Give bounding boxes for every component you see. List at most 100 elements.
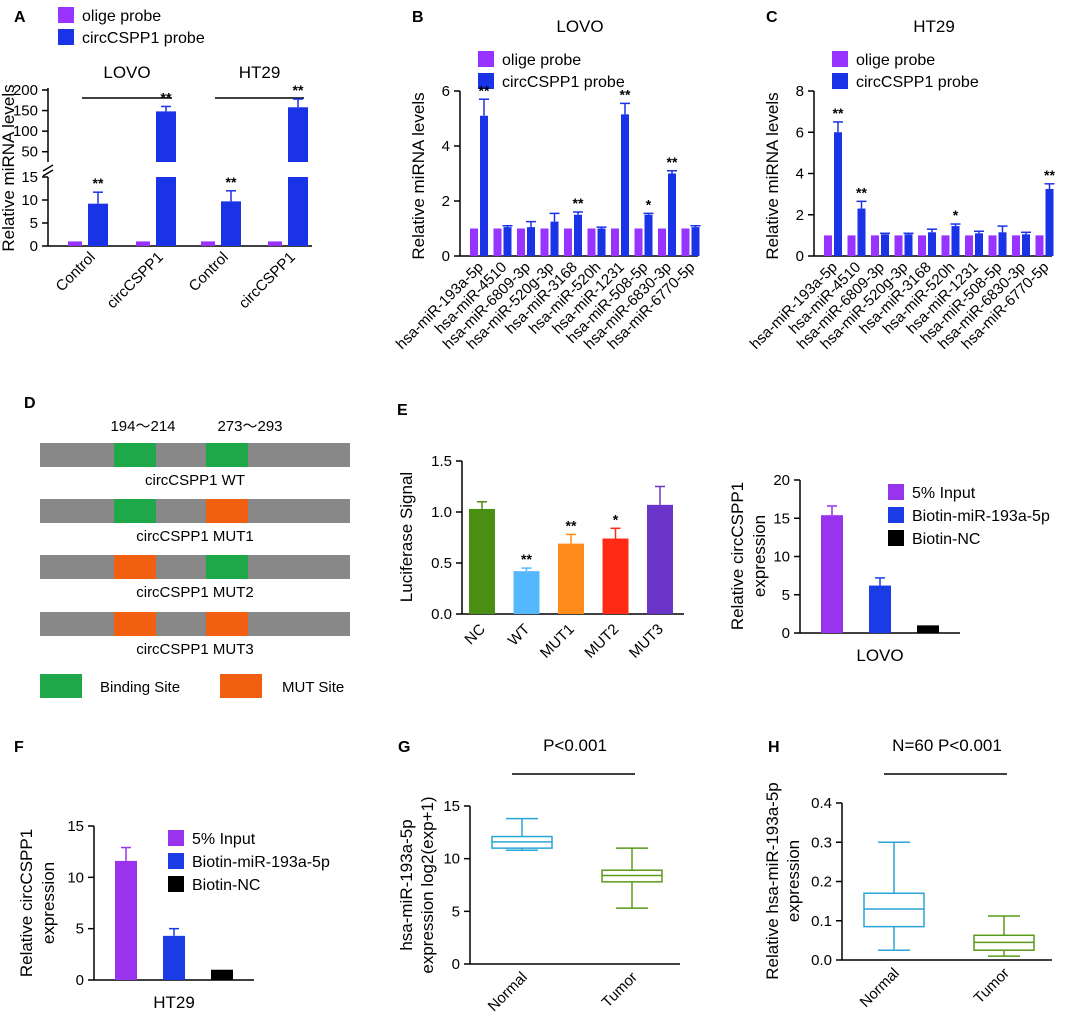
bar-b-circ <box>503 227 512 256</box>
construct-bar <box>40 612 350 636</box>
bar-b-olige <box>587 228 596 256</box>
construct-site-2 <box>206 555 248 579</box>
bar-a-olige <box>136 241 150 246</box>
bar-b-circ <box>668 173 676 256</box>
construct-site-1 <box>114 499 156 523</box>
bar-a-olige <box>68 241 82 246</box>
bar-c-olige <box>988 235 997 256</box>
bar-e1 <box>469 508 495 614</box>
axis-c-y-tick-label: 2 <box>796 207 804 224</box>
legend-d-mut-swatch <box>220 674 262 698</box>
legend-e2-2-label: Biotin-NC <box>912 531 980 548</box>
panel-label-b: B <box>412 9 424 26</box>
axis-a-tick-label: 5 <box>30 215 38 232</box>
legend-e2-0-label: 5% Input <box>912 485 976 502</box>
axis-e2-y-tick-label: 10 <box>773 549 790 566</box>
axis-a-ylabel: Relative miRNA levels <box>0 84 18 251</box>
axis-f-y-tick-label: 0 <box>76 972 84 989</box>
axis-e2-y-tick-label: 15 <box>773 510 790 527</box>
bar-f <box>115 860 137 980</box>
legend-d-binding-label: Binding Site <box>100 679 180 696</box>
bar-a-olige <box>268 241 282 246</box>
bar-c-olige <box>1035 235 1044 256</box>
bar-c-olige <box>1012 235 1020 256</box>
legend-c-circ-swatch <box>832 73 848 89</box>
axis-b-y-tick-label: 2 <box>442 193 450 210</box>
bar-b-circ <box>527 227 535 256</box>
axis-c-y-tick-label: 6 <box>796 124 804 141</box>
tick-h-cat: Tumor <box>971 965 1013 1007</box>
axis-g-ylabel-0: hsa-miR-193a-5p <box>397 819 416 950</box>
bar-a-circ <box>88 203 108 246</box>
pvalue-g: P<0.001 <box>543 736 607 755</box>
axis-c-ylabel: Relative miRNA levels <box>763 92 782 259</box>
bar-c-olige <box>871 235 879 256</box>
bar-b-circ <box>691 227 700 256</box>
panel-label-g: G <box>398 739 410 756</box>
bar-c-circ <box>928 232 936 256</box>
legend-c-circ-label: circCSPP1 probe <box>856 74 979 91</box>
axis-h-y-tick-label: 0.2 <box>811 874 832 891</box>
axis-f-ylabel-1: Relative circCSPP1 <box>17 829 36 977</box>
legend-c-olige-label: olige probe <box>856 52 935 69</box>
tick-e1-cat: MUT3 <box>626 621 667 662</box>
axis-e2-y-tick-label: 20 <box>773 472 790 489</box>
axis-a-tick-label: 150 <box>13 103 38 120</box>
axis-e2-ylabel-1: Relative circCSPP1 <box>728 482 747 630</box>
axis-b-y-tick-label: 0 <box>442 248 450 265</box>
legend-a-olige-swatch <box>58 7 74 23</box>
construct-label: circCSPP1 WT <box>145 472 245 489</box>
axis-g-y-tick-label: 0 <box>452 956 460 973</box>
bar-c-olige <box>965 235 973 256</box>
legend-b-olige-label: olige probe <box>502 52 581 69</box>
star-a: ** <box>226 174 237 190</box>
tick-a-cat: circCSPP1 <box>236 249 299 312</box>
star-c: ** <box>1044 167 1055 183</box>
axis-h-y-tick-label: 0.3 <box>811 834 832 851</box>
bar-a-circ-upper <box>156 111 176 162</box>
legend-b-olige-swatch <box>478 51 494 67</box>
star-b: * <box>646 196 652 212</box>
group-label-a-lovo: LOVO <box>103 63 150 82</box>
bar-c-olige <box>894 235 903 256</box>
bar-c-olige <box>918 235 926 256</box>
star-c: * <box>953 207 959 223</box>
construct-site-1 <box>114 612 156 636</box>
star-a: ** <box>161 89 172 105</box>
bar-c-circ <box>975 233 983 256</box>
site-label-2: 273～293 <box>217 418 282 435</box>
bar-f <box>211 969 233 980</box>
title-b: LOVO <box>556 17 603 36</box>
axis-g-y-tick-label: 10 <box>443 851 460 868</box>
axis-a-tick-label: 100 <box>13 123 38 140</box>
axis-e1-y-tick-label: 0.0 <box>431 606 452 623</box>
axis-f-y-tick-label: 5 <box>76 921 84 938</box>
axis-e1-y-tick-label: 0.5 <box>431 555 452 572</box>
bar-b-circ <box>550 221 559 256</box>
bar-b-circ <box>574 214 582 256</box>
axis-f-y-tick-label: 10 <box>67 869 84 886</box>
bar-c-circ <box>1045 188 1054 256</box>
construct-label: circCSPP1 MUT2 <box>136 584 254 601</box>
axis-e1-y-tick-label: 1.0 <box>431 504 452 521</box>
legend-f-0-label: 5% Input <box>192 831 256 848</box>
bar-b-olige <box>493 228 502 256</box>
axis-f-y-tick-label: 15 <box>67 818 84 835</box>
bar-b-olige <box>658 228 666 256</box>
legend-e2-2-swatch <box>888 530 904 546</box>
construct-bar <box>40 499 350 523</box>
legend-a-circ-label: circCSPP1 probe <box>82 30 205 47</box>
bar-c-olige <box>847 235 856 256</box>
tick-e1-cat: NC <box>461 621 488 648</box>
construct-site-2 <box>206 443 248 467</box>
panel-label-e: E <box>397 402 408 419</box>
axis-b-y-tick-label: 6 <box>442 83 450 100</box>
construct-site-1 <box>114 443 156 467</box>
bar-b-olige <box>564 228 572 256</box>
bar-c-circ <box>998 232 1007 256</box>
construct-label: circCSPP1 MUT3 <box>136 641 254 658</box>
axis-a-break2 <box>42 169 54 177</box>
legend-d-binding-swatch <box>40 674 82 698</box>
legend-f-2-label: Biotin-NC <box>192 877 260 894</box>
